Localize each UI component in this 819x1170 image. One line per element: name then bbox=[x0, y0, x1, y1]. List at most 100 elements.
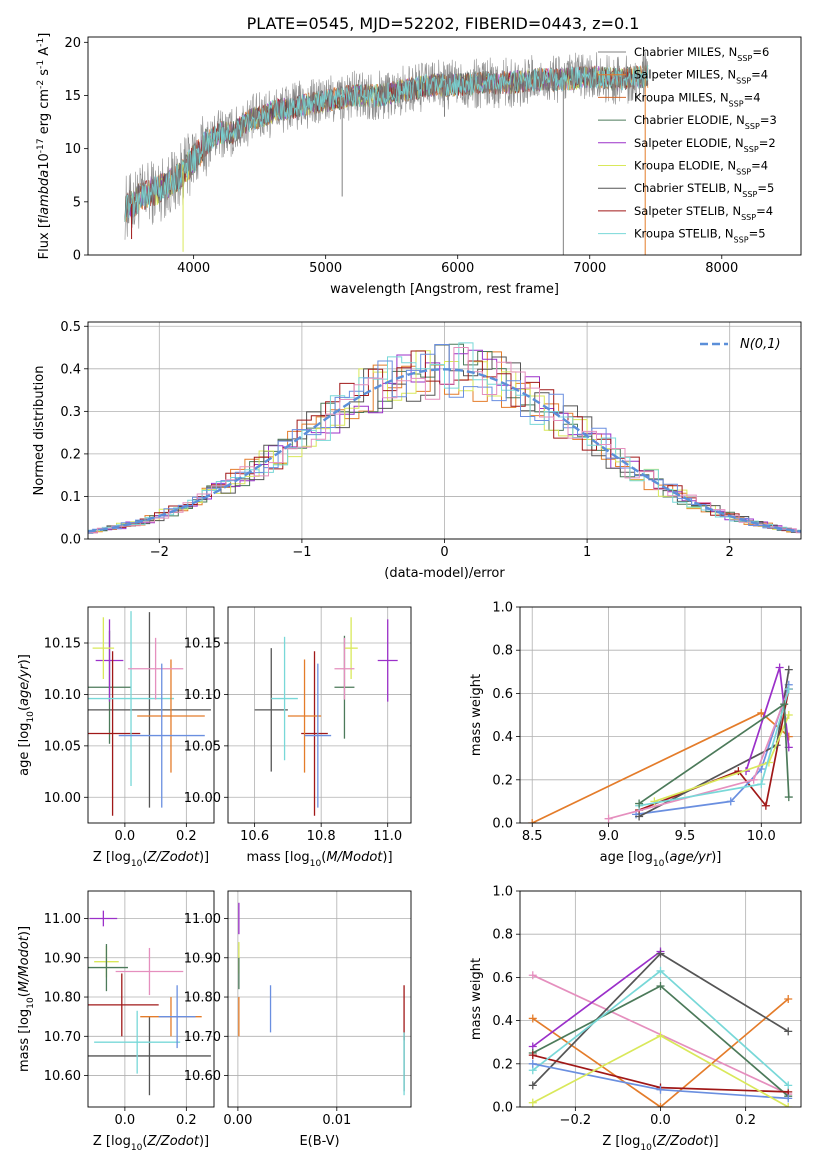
weight-marker bbox=[784, 793, 793, 802]
errorbar-point bbox=[377, 619, 398, 702]
y-tick-label: 0.0 bbox=[492, 1101, 513, 1116]
errorbar-point bbox=[115, 947, 184, 996]
y-tick-label: 10.05 bbox=[44, 739, 81, 754]
weight-vs-metallicity-plot: −0.2 0.0 0.2 0.0 0.2 0.4 0.6 0.8 1.0 Z [log10(Z/Z… bbox=[469, 885, 802, 1153]
legend-label: N(0,1) bbox=[740, 337, 781, 352]
y-tick-label: 10.80 bbox=[44, 991, 81, 1006]
weight-marker bbox=[528, 971, 537, 980]
x-axis-label: Z [log10(Z/Zodot)] bbox=[93, 1134, 209, 1153]
errorbar-point bbox=[137, 659, 205, 773]
plot-area bbox=[528, 947, 793, 1107]
y-tick-label: 10.70 bbox=[44, 1030, 81, 1045]
legend-label: Salpeter ELODIE, NSSP=2 bbox=[634, 136, 776, 154]
x-tick-label: 5000 bbox=[309, 261, 342, 276]
errorbar-point bbox=[271, 636, 298, 761]
weight-marker bbox=[780, 700, 789, 709]
errorbar-point bbox=[118, 663, 205, 808]
errorbar-point bbox=[88, 612, 211, 808]
histogram-step bbox=[88, 349, 801, 534]
x-tick-label: 4000 bbox=[177, 261, 210, 276]
errorbar-point bbox=[88, 973, 159, 1037]
errorbar-point bbox=[88, 944, 128, 992]
weight-marker bbox=[656, 966, 665, 975]
x-tick-label: 9.0 bbox=[598, 829, 619, 844]
y-tick-label: 1.0 bbox=[492, 885, 513, 900]
errorbar-point bbox=[94, 1010, 181, 1074]
weight-marker bbox=[528, 1051, 537, 1060]
weight-marker bbox=[726, 797, 735, 806]
axes-frame bbox=[87, 606, 215, 824]
mass-vs-metallicity-plot: 0.0 0.2 10.60 10.70 10.80 10.90 11.00 Z [log10(… bbox=[17, 890, 215, 1153]
y-tick-label: 0.0 bbox=[492, 817, 513, 832]
y-tick-label: 10.70 bbox=[184, 1030, 221, 1045]
weight-series bbox=[528, 1059, 793, 1103]
y-tick-label: 0.5 bbox=[60, 320, 81, 335]
y-axis-label: mass [log10(M/Modot)] bbox=[17, 926, 36, 1072]
weight-line bbox=[532, 950, 662, 1048]
legend-label: Salpeter STELIB, NSSP=4 bbox=[634, 204, 773, 222]
weight-series bbox=[650, 711, 793, 806]
axes-frame bbox=[519, 890, 802, 1108]
errorbar-point bbox=[88, 651, 141, 816]
y-tick-label: 0.1 bbox=[60, 490, 81, 505]
y-tick-label: 15 bbox=[64, 89, 81, 104]
y-tick-label: 20 bbox=[64, 36, 81, 51]
y-tick-label: 1.0 bbox=[492, 601, 513, 616]
weight-marker bbox=[784, 1094, 793, 1103]
x-tick-label: 0.2 bbox=[176, 1113, 197, 1128]
y-tick-label: 0.6 bbox=[492, 971, 513, 986]
weight-marker bbox=[749, 775, 758, 784]
spectrum-line bbox=[124, 64, 649, 222]
x-tick-label: 0.2 bbox=[735, 1113, 756, 1128]
weight-marker bbox=[761, 801, 770, 810]
weight-marker bbox=[650, 797, 659, 806]
y-tick-label: 0.8 bbox=[492, 644, 513, 659]
errorbar-point bbox=[334, 637, 355, 700]
weight-marker bbox=[784, 685, 793, 694]
y-tick-label: 0 bbox=[73, 249, 81, 264]
weight-marker bbox=[784, 1081, 793, 1090]
errorbar-point bbox=[95, 619, 124, 702]
plot-area bbox=[528, 663, 793, 823]
weight-vs-age-plot: 8.5 9.0 9.5 10.0 0.0 0.2 0.4 0.6 0.8 1.0 age [log1… bbox=[469, 601, 802, 869]
plot-area bbox=[88, 611, 211, 816]
weight-marker bbox=[528, 1081, 537, 1090]
errorbar-point bbox=[158, 985, 196, 1049]
legend-label: Kroupa ELODIE, NSSP=4 bbox=[634, 159, 768, 177]
x-tick-label: 0.0 bbox=[115, 829, 136, 844]
x-axis-label: (data-model)/error bbox=[384, 566, 505, 581]
y-tick-label: 0.4 bbox=[492, 1014, 513, 1029]
weight-marker bbox=[635, 799, 644, 808]
x-axis-label: wavelength [Angstrom, rest frame] bbox=[330, 282, 559, 297]
axes-frame bbox=[87, 36, 802, 256]
errorbar-point bbox=[127, 637, 184, 700]
x-tick-label: 9.5 bbox=[675, 829, 696, 844]
x-axis-label: Z [log10(Z/Zodot)] bbox=[602, 1134, 718, 1153]
legend-label: Salpeter MILES, NSSP=4 bbox=[634, 68, 768, 86]
y-tick-label: 11.00 bbox=[184, 912, 221, 927]
weight-marker bbox=[775, 663, 784, 672]
age-vs-metallicity-plot: 0.0 0.2 10.00 10.05 10.10 10.15 Z [log10(Z/Zod… bbox=[17, 606, 215, 869]
y-tick-label: 11.00 bbox=[44, 912, 81, 927]
errorbar-point bbox=[301, 651, 328, 816]
y-axis-label: age [log10(age/yr)] bbox=[17, 654, 36, 776]
plot-area bbox=[88, 910, 211, 1096]
errorbar-point bbox=[287, 659, 322, 773]
errorbar-point bbox=[89, 910, 118, 927]
x-tick-label: 0 bbox=[440, 545, 448, 560]
axes-frame bbox=[87, 321, 802, 540]
x-tick-label: −2 bbox=[150, 545, 169, 560]
weight-series bbox=[635, 700, 793, 808]
x-tick-label: 8.5 bbox=[522, 829, 543, 844]
y-tick-label: 0.6 bbox=[492, 687, 513, 702]
plot-area bbox=[88, 342, 801, 535]
y-tick-label: 10.10 bbox=[184, 688, 221, 703]
y-tick-label: 0.4 bbox=[60, 362, 81, 377]
y-axis-label: mass weight bbox=[469, 958, 484, 1040]
x-tick-label: 0.0 bbox=[115, 1113, 136, 1128]
weight-marker bbox=[757, 780, 766, 789]
errorbar-point bbox=[88, 1016, 211, 1096]
weight-marker bbox=[656, 1031, 665, 1040]
y-tick-label: 10.05 bbox=[184, 739, 221, 754]
